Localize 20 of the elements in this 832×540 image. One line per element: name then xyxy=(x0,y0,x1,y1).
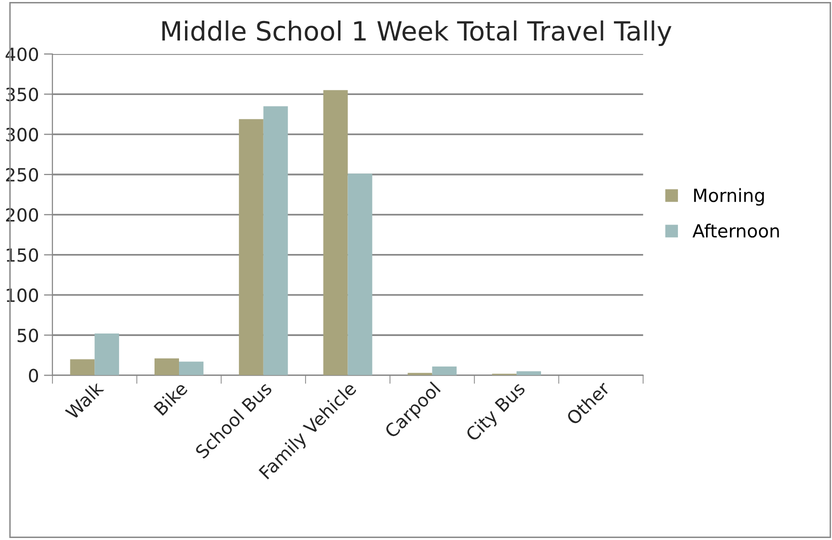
bar xyxy=(348,174,372,376)
bar xyxy=(179,362,204,376)
y-tick-label: 50 xyxy=(18,328,38,342)
bar xyxy=(432,366,457,376)
y-tick-label: 350 xyxy=(6,88,38,102)
x-tick-label: City Bus xyxy=(464,380,528,444)
bar xyxy=(238,119,264,376)
bar xyxy=(323,90,348,376)
y-tick-label: 250 xyxy=(6,168,38,182)
y-tick-label: 400 xyxy=(6,47,38,62)
bar xyxy=(263,106,288,376)
legend-label: Afternoon xyxy=(692,224,779,238)
bar xyxy=(70,359,95,376)
y-tick-label: 0 xyxy=(28,368,38,382)
chart-title: Middle School 1 Week Total Travel Tally xyxy=(162,20,672,46)
y-tick-label: 200 xyxy=(6,208,38,222)
y-tick-label: 300 xyxy=(6,128,38,142)
bar xyxy=(154,358,179,376)
legend-label: Morning xyxy=(694,188,764,206)
bar xyxy=(94,334,120,376)
